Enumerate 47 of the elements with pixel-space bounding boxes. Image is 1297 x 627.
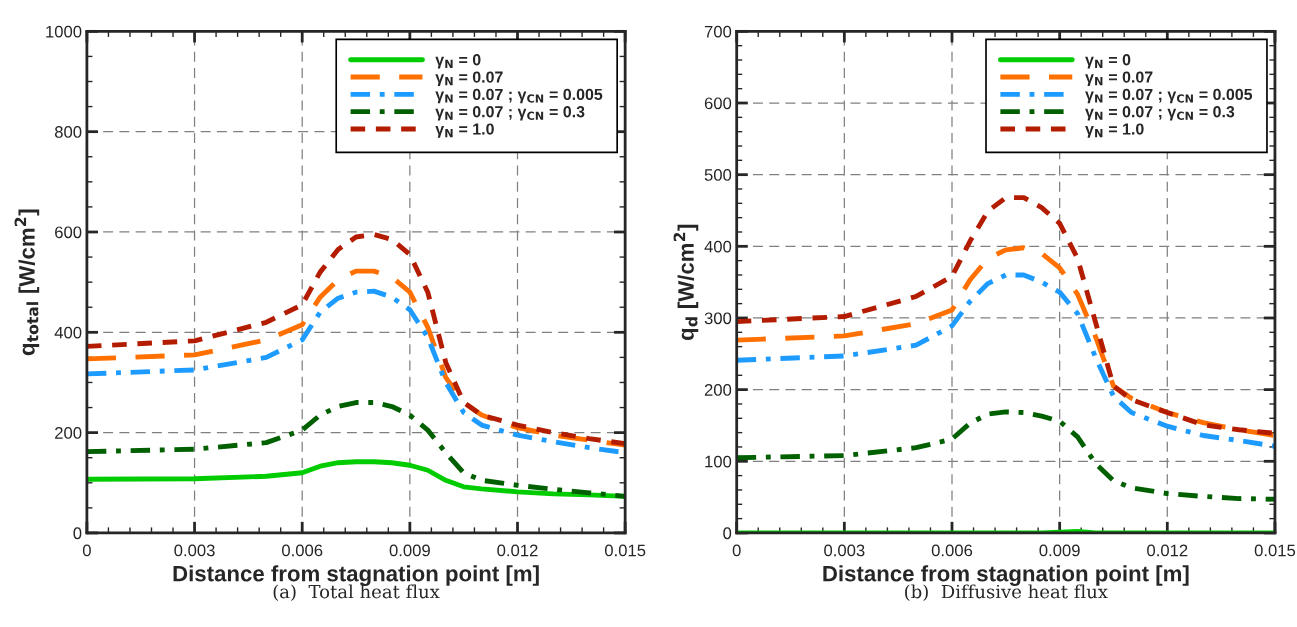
line-series	[736, 245, 1275, 438]
x-axis-title: Distance from stagnation point [m]	[173, 565, 539, 586]
text: (a) Total heat flux	[273, 584, 440, 601]
x-tick-label: 0.003	[824, 544, 865, 557]
y-tick-label: 300	[704, 312, 732, 325]
line-series	[736, 272, 1275, 449]
legend-label: γ$_{N}$ = 0	[435, 54, 481, 69]
line-series	[736, 409, 1275, 502]
x-tick-label: 0.015	[1254, 544, 1296, 557]
y-tick-label: 0	[73, 527, 82, 540]
x-tick-label: 0	[82, 544, 91, 557]
y-tick-label: 400	[704, 240, 732, 253]
x-tick-label: 0	[732, 544, 741, 557]
line-series	[736, 195, 1275, 436]
x-tick-label: 0.003	[174, 544, 215, 557]
text: (b) Diffusive heat flux	[905, 584, 1108, 601]
legend-label: γ$_{N}$ = 0.07 ; γ$_{CN}$ = 0.005	[435, 88, 603, 104]
x-tick-label: 0.006	[282, 544, 323, 557]
line-series	[86, 232, 626, 447]
y-axis-title: q$_{total}$ [W/cm$^{2}$]	[14, 209, 40, 356]
y-tick-label: 0	[723, 527, 732, 540]
line-series	[86, 400, 626, 499]
y-tick-label: 700	[704, 25, 732, 38]
legend-label: γ$_{N}$ = 0.07 ; γ$_{CN}$ = 0.3	[435, 106, 585, 121]
legend-label: γ$_{N}$ = 0.07 ; γ$_{CN}$ = 0.3	[1085, 106, 1235, 121]
y-tick-label: 1000	[46, 25, 82, 38]
y-tick-label: 100	[705, 455, 732, 468]
legend-label: γ$_{N}$ = 0.07	[1085, 71, 1153, 86]
y-tick-label: 500	[704, 169, 732, 181]
legend-label: γ$_{N}$ = 0.07 ; γ$_{CN}$ = 0.005	[1085, 88, 1253, 104]
x-tick-label: 0.012	[1147, 544, 1188, 557]
x-tick-label: 0.012	[497, 544, 538, 557]
x-tick-label: 0.009	[1039, 544, 1080, 557]
y-tick-label: 200	[55, 427, 82, 439]
y-tick-label: 200	[704, 384, 732, 396]
legend-label: γ$_{N}$ = 0.07	[435, 71, 503, 86]
legend-label: γ$_{N}$ = 1.0	[435, 123, 494, 138]
x-tick-label: 0.015	[604, 544, 646, 557]
legend-label: γ$_{N}$ = 0	[1085, 54, 1131, 69]
x-tick-label: 0.006	[931, 544, 973, 557]
y-tick-label: 600	[704, 97, 732, 110]
y-tick-label: 800	[54, 126, 82, 138]
y-tick-label: 400	[54, 326, 82, 339]
legend-label: γ$_{N}$ = 1.0	[1085, 123, 1144, 138]
y-tick-label: 600	[55, 226, 82, 239]
y-axis-title: q$_{d}$ [W/cm$^{2}$]	[673, 224, 699, 341]
x-tick-label: 0.009	[389, 544, 430, 557]
